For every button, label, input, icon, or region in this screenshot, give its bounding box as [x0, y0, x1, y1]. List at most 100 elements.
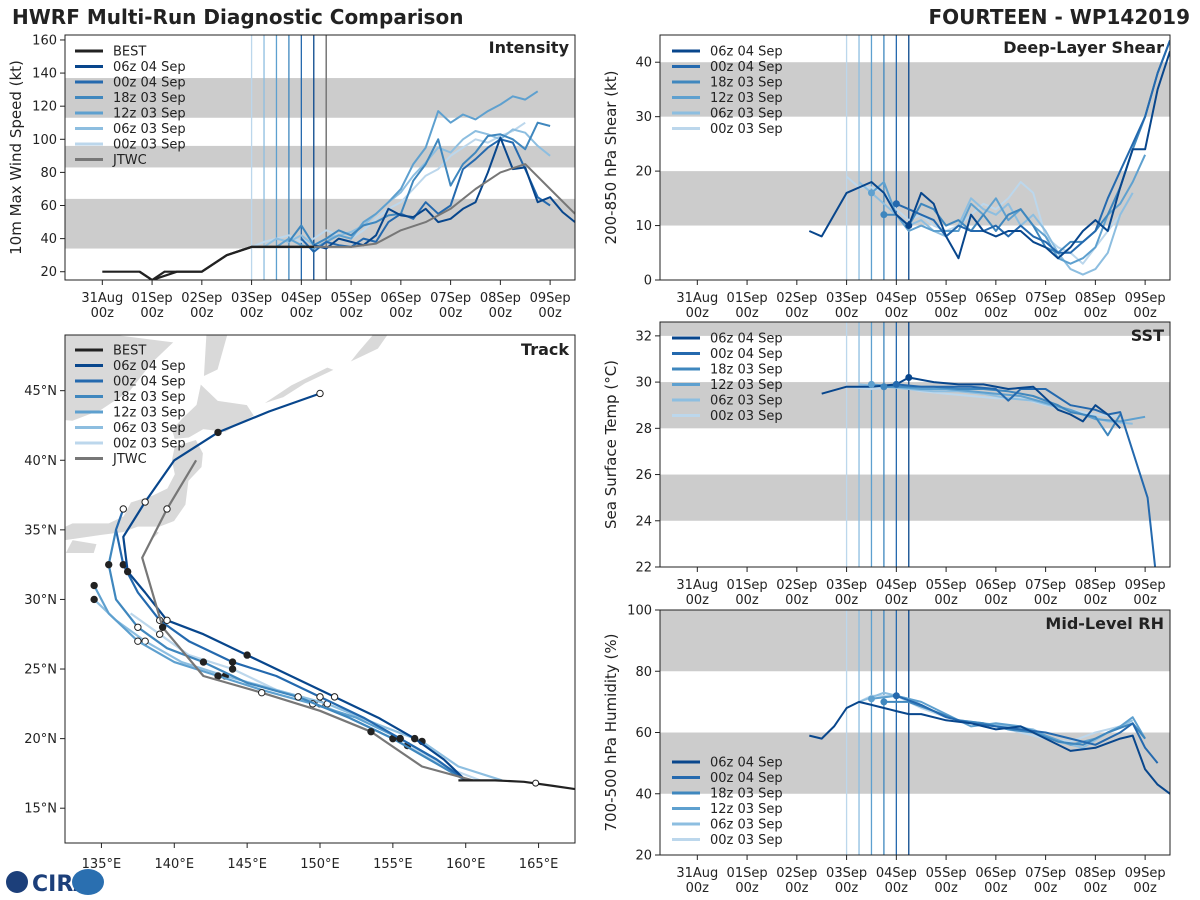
y-axis-label: 200-850 hPa Shear (kt) [602, 71, 620, 245]
x-tick-label: 02Sep [776, 291, 817, 306]
legend-label-00z-04-sep: 00z 04 Sep [113, 375, 186, 390]
x-tick-label: 04Sep [876, 866, 917, 881]
y-tick-label: 40 [635, 787, 652, 802]
legend-label-00z-03-sep: 00z 03 Sep [710, 122, 783, 137]
track-position-marker [134, 637, 142, 645]
land-group [0, 335, 389, 554]
track-series-group [90, 389, 575, 791]
y-tick-label: 60 [40, 199, 57, 214]
track-position-marker [158, 623, 167, 631]
legend-label-18z-03-sep: 18z 03 Sep [710, 363, 783, 378]
legend-label-06z-04-sep: 06z 04 Sep [710, 332, 783, 347]
legend-label-00z-04-sep: 00z 04 Sep [710, 60, 783, 75]
series-line-00z-04-sep [896, 383, 1157, 567]
y-tick-label: 28 [635, 422, 652, 437]
track-position-marker [214, 672, 222, 680]
series-line-12z-03-sep [275, 90, 539, 250]
track-position-marker [163, 616, 171, 625]
y-tick-label: 100 [627, 604, 652, 619]
x-tick-label: 06Sep [975, 291, 1016, 306]
x-tick-label: 31Aug [676, 866, 718, 881]
x-tick-label: 09Sep [530, 291, 571, 306]
track-position-marker [199, 658, 208, 666]
series-line-best [102, 245, 314, 280]
track-position-marker [228, 665, 237, 673]
track-position-marker [330, 693, 339, 701]
init-marker-18z-03-sep [880, 698, 888, 706]
y-tick-label: 40 [635, 56, 652, 71]
init-marker-06z-04-sep [905, 222, 913, 230]
x-tick-sublabel: 00z [1084, 593, 1108, 608]
series-group [102, 90, 575, 280]
init-marker-18z-03-sep [880, 383, 888, 391]
series-line-06z-04-sep [808, 50, 1170, 260]
x-tick-label: 04Sep [876, 291, 917, 306]
legend-label-18z-03-sep: 18z 03 Sep [113, 91, 186, 106]
lat-tick-label: 40°N [24, 454, 57, 469]
x-tick-sublabel: 00z [984, 881, 1008, 896]
y-tick-label: 40 [40, 232, 57, 247]
x-tick-label: 08Sep [1075, 578, 1116, 593]
y-tick-label: 24 [635, 514, 652, 529]
track-line-06z-03-sep [93, 598, 503, 782]
track-position-marker [243, 651, 251, 659]
land-polygon [0, 467, 21, 537]
rh-panel: 2040608010031Aug00z01Sep00z02Sep00z03Sep… [602, 604, 1171, 896]
x-tick-sublabel: 00z [735, 593, 759, 608]
x-tick-sublabel: 00z [339, 306, 363, 321]
x-tick-label: 05Sep [331, 291, 372, 306]
land-polygon [202, 335, 229, 378]
x-tick-label: 04Sep [281, 291, 322, 306]
plot-frame [659, 34, 1171, 281]
track-position-marker [411, 734, 419, 743]
series-line-18z-03-sep [288, 121, 551, 247]
lat-tick-label: 45°N [24, 384, 57, 399]
panel-title: Mid-Level RH [1045, 614, 1164, 633]
y-tick-label: 160 [32, 33, 57, 48]
track-position-marker [119, 505, 127, 513]
x-tick-sublabel: 00z [835, 593, 859, 608]
track-position-marker [228, 658, 237, 666]
x-tick-sublabel: 00z [1133, 306, 1157, 321]
track-position-marker [294, 693, 302, 701]
x-tick-label: 06Sep [380, 291, 421, 306]
legend-label-12z-03-sep: 12z 03 Sep [113, 107, 186, 122]
figure-title: HWRF Multi-Run Diagnostic Comparison [12, 5, 463, 29]
track-position-marker [163, 505, 171, 513]
lat-tick-label: 20°N [24, 732, 57, 747]
init-marker-12z-03-sep [867, 695, 875, 703]
y-tick-label: 26 [635, 468, 652, 483]
x-tick-label: 07Sep [1025, 578, 1066, 593]
legend-label-06z-04-sep: 06z 04 Sep [710, 45, 783, 60]
x-tick-label: 31Aug [676, 578, 718, 593]
x-tick-sublabel: 00z [686, 306, 710, 321]
track-position-marker [156, 630, 164, 638]
y-axis-label: 700-500 hPa Humidity (%) [602, 633, 620, 831]
x-tick-label: 01Sep [727, 866, 768, 881]
series-line-best-detail [138, 245, 314, 280]
x-tick-label: 08Sep [480, 291, 521, 306]
x-tick-label: 02Sep [776, 866, 817, 881]
legend-label-06z-03-sep: 06z 03 Sep [710, 107, 783, 122]
threshold-band [660, 62, 1170, 117]
x-tick-label: 03Sep [231, 291, 272, 306]
legend-label-best: BEST [113, 344, 146, 359]
y-tick-label: 32 [635, 329, 652, 344]
legend-label-06z-03-sep: 06z 03 Sep [710, 394, 783, 409]
x-tick-sublabel: 00z [785, 881, 809, 896]
x-tick-sublabel: 00z [91, 306, 115, 321]
x-tick-sublabel: 00z [934, 306, 958, 321]
x-tick-sublabel: 00z [785, 593, 809, 608]
x-tick-sublabel: 00z [686, 593, 710, 608]
y-tick-label: 80 [40, 166, 57, 181]
init-marker-18z-03-sep [880, 211, 888, 219]
legend-label-06z-04-sep: 06z 04 Sep [113, 60, 186, 75]
series-line-00z-04-sep [895, 40, 1170, 254]
x-tick-sublabel: 00z [835, 881, 859, 896]
storm-id-title: FOURTEEN - WP142019 [928, 5, 1190, 29]
threshold-band [65, 198, 575, 249]
track-panel: 135°E 140°E 145°E 150°E 155°E 160°E 165°E 15°N 2… [0, 334, 576, 872]
x-tick-sublabel: 00z [389, 306, 413, 321]
x-tick-sublabel: 00z [984, 593, 1008, 608]
track-line-jtwc [141, 459, 474, 782]
